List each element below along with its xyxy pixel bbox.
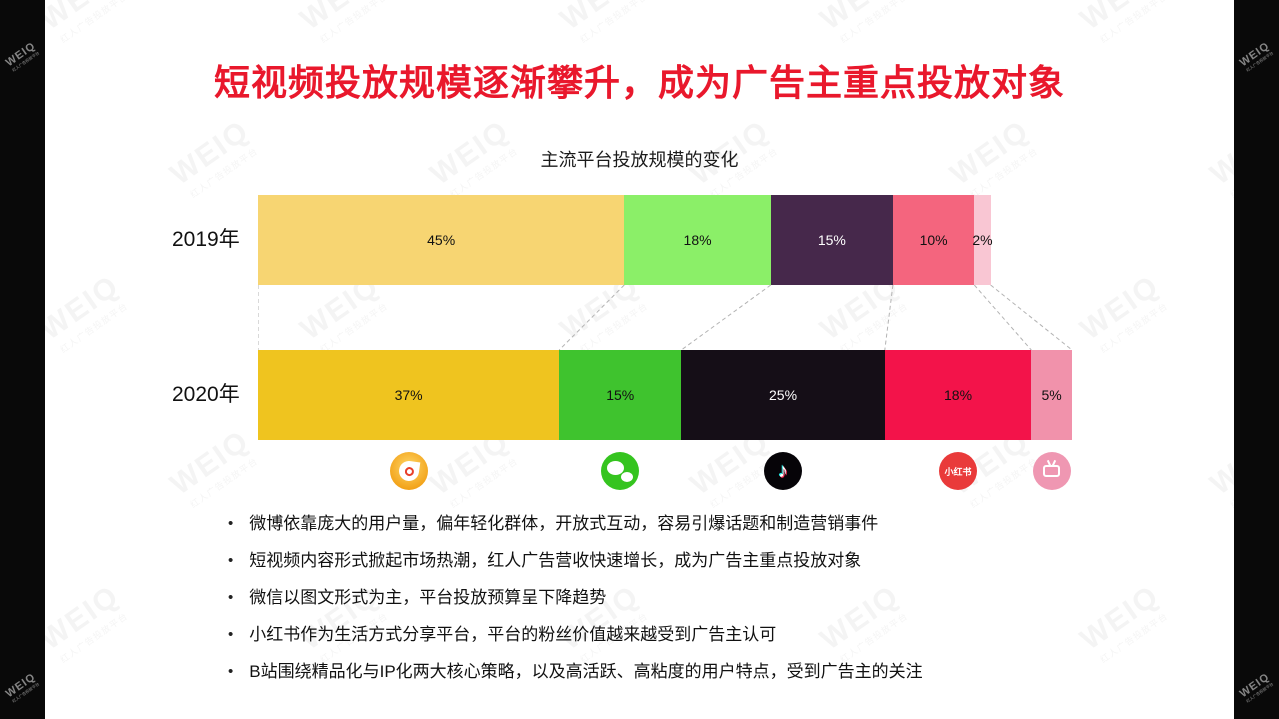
bullet-item: • 短视频内容形式掀起市场热潮，红人广告营收快速增长，成为广告主重点投放对象	[228, 549, 1078, 573]
left-black-sidebar: WEIQ 红人广告投放平台 WEIQ 红人广告投放平台	[0, 0, 45, 719]
bullet-item: • 微信以图文形式为主，平台投放预算呈下降趋势	[228, 586, 1078, 610]
year-label-2020: 2020年	[172, 383, 240, 406]
segment-percent-label: 45%	[427, 232, 456, 248]
bar-segment-微信: 18%	[624, 195, 771, 285]
bullet-list: • 微博依靠庞大的用户量，偏年轻化群体，开放式互动，容易引爆话题和制造营销事件 • 短…	[228, 512, 1078, 697]
wechat-icon	[601, 452, 640, 490]
tv-shape	[1043, 465, 1061, 477]
bar-segment-抖音: 15%	[770, 195, 893, 285]
bullet-dot: •	[228, 626, 234, 643]
bullet-dot: •	[228, 515, 234, 532]
bullet-dot: •	[228, 663, 234, 680]
wechat-bubble-small	[621, 472, 634, 482]
sidebar-watermark: WEIQ 红人广告投放平台	[1, 669, 45, 707]
bullet-text: 小红书作为生活方式分享平台，平台的粉丝价值越来越受到广告主认可	[249, 625, 777, 644]
sidebar-watermark: WEIQ 红人广告投放平台	[1235, 38, 1279, 76]
stacked-bar-2019: 45% 18% 15% 10% 2%	[258, 195, 993, 285]
segment-percent-label: 5%	[1041, 387, 1062, 403]
douyin-icon: ♪	[764, 452, 802, 490]
segment-percent-label: 15%	[817, 232, 846, 248]
bullet-dot: •	[228, 589, 234, 606]
year-label-2019: 2019年	[172, 228, 240, 251]
bullet-item: • 微博依靠庞大的用户量，偏年轻化群体，开放式互动，容易引爆话题和制造营销事件	[228, 512, 1078, 536]
segment-percent-label: 10%	[919, 232, 948, 248]
weibo-pupil	[403, 465, 414, 477]
bullet-text: 微博依靠庞大的用户量，偏年轻化群体，开放式互动，容易引爆话题和制造营销事件	[249, 514, 879, 533]
bar-segment-B站: 5%	[1031, 350, 1072, 440]
xiaohongshu-icon: 小红书	[939, 452, 977, 490]
bullet-item: • B站围绕精品化与IP化两大核心策略，以及高活跃、高粘度的用户特点，受到广告主的…	[228, 660, 1078, 684]
xiaohongshu-wordmark: 小红书	[944, 466, 972, 477]
bar-segment-小红书: 10%	[892, 195, 975, 285]
bar-segment-微博: 37%	[258, 350, 560, 440]
bilibili-icon	[1032, 452, 1071, 490]
bullet-text: 短视频内容形式掀起市场热潮，红人广告营收快速增长，成为广告主重点投放对象	[249, 551, 862, 570]
bar-segment-抖音: 25%	[681, 350, 885, 440]
chart-title: 主流平台投放规模的变化	[540, 150, 739, 170]
bar-segment-小红书: 18%	[884, 350, 1032, 440]
segment-percent-label: 18%	[944, 387, 973, 403]
segment-percent-label: 37%	[394, 387, 423, 403]
connector-lines	[258, 285, 1073, 350]
bullet-item: • 小红书作为生活方式分享平台，平台的粉丝价值越来越受到广告主认可	[228, 623, 1078, 647]
segment-percent-label: 25%	[769, 387, 798, 403]
bar-row-2019: 2019年 45% 18% 15% 10% 2%	[0, 195, 1279, 285]
weibo-eye	[397, 459, 420, 483]
stacked-bar-2020: 37% 15% 25% 18% 5%	[258, 350, 1072, 440]
sidebar-watermark: WEIQ 红人广告投放平台	[1235, 669, 1279, 707]
bullet-dot: •	[228, 552, 234, 569]
weibo-icon	[389, 452, 428, 490]
segment-percent-label: 15%	[606, 387, 635, 403]
page-title: 短视频投放规模逐渐攀升，成为广告主重点投放对象	[213, 62, 1065, 103]
right-black-sidebar: WEIQ 红人广告投放平台 WEIQ 红人广告投放平台	[1234, 0, 1279, 719]
bar-segment-微博: 45%	[258, 195, 625, 285]
bullet-text: 微信以图文形式为主，平台投放预算呈下降趋势	[249, 588, 607, 607]
bullet-text: B站围绕精品化与IP化两大核心策略，以及高活跃、高粘度的用户特点，受到广告主的关…	[249, 662, 923, 681]
segment-percent-label: 18%	[683, 232, 712, 248]
sidebar-watermark: WEIQ 红人广告投放平台	[1, 38, 45, 76]
bar-row-2020: 2020年 37% 15% 25% 18% 5%	[0, 350, 1279, 440]
bar-segment-B站: 2%	[972, 195, 993, 285]
wechat-bubble-large	[607, 461, 625, 475]
segment-percent-label: 2%	[972, 232, 993, 248]
music-note-glyph: ♪	[778, 460, 788, 482]
bar-segment-微信: 15%	[559, 350, 682, 440]
